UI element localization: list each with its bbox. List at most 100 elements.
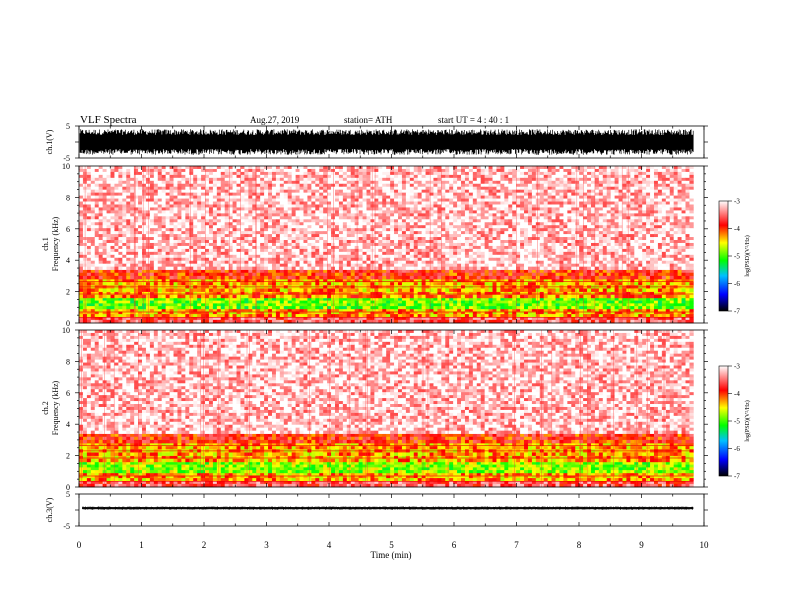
spectrogram-cell xyxy=(169,166,174,170)
start-time-label: start UT = 4 : 40 : 1 xyxy=(438,115,509,125)
spectrogram-cell xyxy=(208,314,214,318)
spectrogram-cell xyxy=(193,300,198,304)
spectrogram-cell xyxy=(401,183,407,188)
spectrogram-cell xyxy=(224,303,229,307)
spectrogram-cell xyxy=(650,166,655,170)
spectrogram-cell xyxy=(661,279,667,283)
spectrogram-cell xyxy=(208,201,214,205)
spectrogram-cell xyxy=(531,168,537,173)
spectrogram-cell xyxy=(366,168,371,173)
spectrogram-cell xyxy=(362,297,367,301)
spectrogram-cell xyxy=(264,306,269,310)
spectrogram-cell xyxy=(555,306,560,310)
spectrogram-cell xyxy=(185,171,190,176)
spectrogram-cell xyxy=(539,316,545,321)
spectrogram-cell xyxy=(382,272,387,277)
spectrogram-cell xyxy=(161,166,166,170)
spectrogram-cell xyxy=(626,291,631,296)
spectrogram-cell xyxy=(445,180,450,185)
spectrogram-cell xyxy=(661,168,667,173)
spectrogram-cell xyxy=(398,269,403,274)
spectrogram-cell xyxy=(323,319,328,324)
spectrogram-cell xyxy=(79,314,84,318)
spectrogram-cell xyxy=(334,198,340,202)
spectrogram-cell xyxy=(287,311,292,315)
spectrogram-cell xyxy=(354,311,359,315)
spectrogram-cell xyxy=(327,204,332,208)
spectrogram-cell xyxy=(334,291,340,296)
spectrogram-cell xyxy=(650,186,655,190)
spectrogram-cell xyxy=(405,166,411,170)
spectrogram-cell xyxy=(177,319,182,324)
spectrogram-cell xyxy=(583,174,588,179)
spectrogram-cell xyxy=(350,192,355,196)
spectrogram-cell xyxy=(583,297,588,301)
spectrogram-cell xyxy=(98,311,103,315)
spectrogram-cell xyxy=(201,198,206,202)
spectrogram-cell xyxy=(551,308,556,312)
spectrogram-cell xyxy=(527,180,533,185)
spectrogram-cell xyxy=(327,308,332,312)
spectrogram-cell xyxy=(114,316,119,321)
spectrogram-cell xyxy=(398,166,403,170)
spectrogram-cell xyxy=(79,272,84,277)
spectrogram-cell xyxy=(378,300,383,304)
spectrogram-cell xyxy=(295,180,300,185)
spectrogram-cell xyxy=(421,294,426,299)
spectrogram-cell xyxy=(342,306,348,310)
spectrogram-cell xyxy=(201,314,206,318)
spectrogram-cell xyxy=(409,275,415,280)
spectrogram-cell xyxy=(323,291,328,296)
spectrogram-cell xyxy=(598,303,604,307)
spectrogram-cell xyxy=(563,195,568,199)
spectrogram-cell xyxy=(252,308,257,312)
spectrogram-cell xyxy=(638,177,643,182)
spectrogram-cell xyxy=(362,180,367,185)
spectrogram-cell xyxy=(539,269,545,274)
spectrogram-cell xyxy=(524,291,529,296)
spectrogram-cell xyxy=(401,198,407,202)
spectrogram-cell xyxy=(401,204,407,208)
spectrogram-cell xyxy=(142,275,147,280)
spectrogram-cell xyxy=(366,171,371,176)
spectrogram-cell xyxy=(299,195,304,199)
spectrogram-cell xyxy=(689,311,694,315)
spectrogram-cell xyxy=(228,174,233,179)
spectrogram-cell xyxy=(346,297,352,301)
spectrogram-cell xyxy=(98,272,103,277)
spectrogram-cell xyxy=(559,180,564,185)
spectrogram-cell xyxy=(685,308,690,312)
spectrogram-cell xyxy=(520,174,525,179)
spectrogram-cell xyxy=(157,198,163,202)
spectrogram-cell xyxy=(153,168,159,173)
spectrogram-cell xyxy=(622,177,627,182)
spectrogram-cell xyxy=(327,311,332,315)
spectrogram-cell xyxy=(626,177,631,182)
spectrogram-cell xyxy=(110,198,115,202)
spectrogram-cell xyxy=(248,314,253,318)
spectrogram-cell xyxy=(567,171,572,176)
spectrogram-cell xyxy=(449,168,454,173)
spectrogram-cell xyxy=(90,279,96,283)
spectrogram-cell xyxy=(583,288,588,292)
spectrogram-cell xyxy=(228,300,233,304)
spectrogram-cell xyxy=(244,294,249,299)
spectrogram-cell xyxy=(386,272,391,277)
spectrogram-cell xyxy=(232,183,237,188)
spectrogram-cell xyxy=(551,186,556,190)
spectrogram-cell xyxy=(149,291,155,296)
spectrogram-cell xyxy=(279,279,285,283)
spectrogram-cell xyxy=(606,282,611,286)
spectrogram-cell xyxy=(102,297,107,301)
spectrogram-cell xyxy=(358,272,363,277)
spectrogram-cell xyxy=(516,195,521,199)
spectrogram-cell xyxy=(480,272,485,277)
spectrogram-cell xyxy=(531,303,537,307)
spectrogram-cell xyxy=(94,288,99,292)
spectrogram-cell xyxy=(669,294,674,299)
spectrogram-cell xyxy=(445,314,450,318)
spectrogram-cell xyxy=(386,269,391,274)
spectrogram-cell xyxy=(303,195,308,199)
spectrogram-cell xyxy=(413,174,418,179)
spectrogram-cell xyxy=(382,282,387,286)
